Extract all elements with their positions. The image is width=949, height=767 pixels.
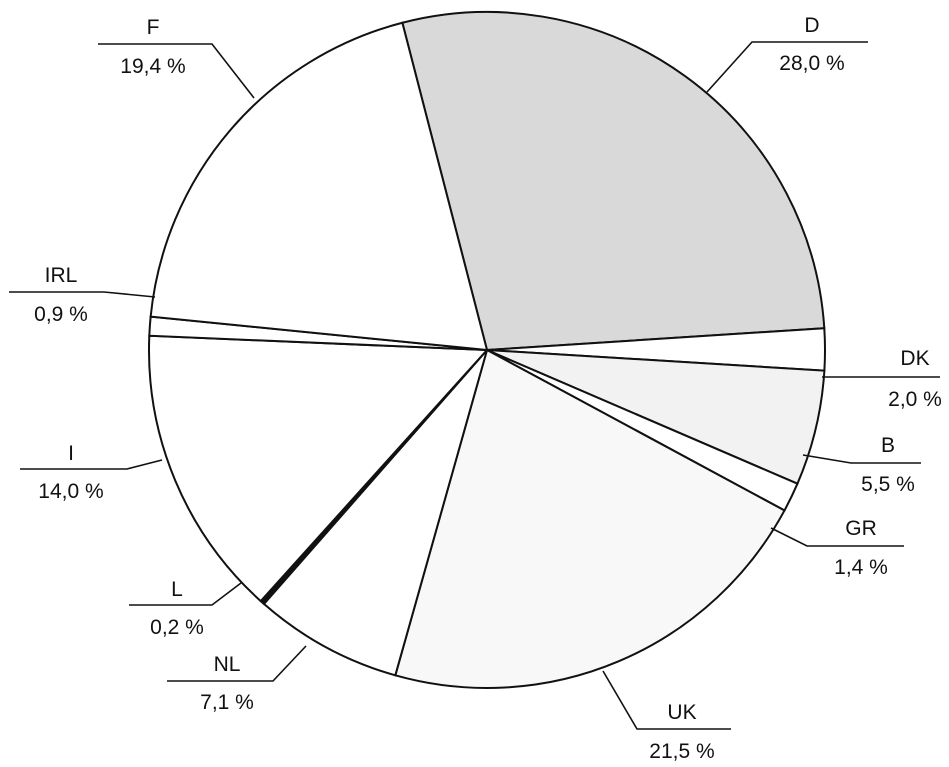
- leader-line-i: [20, 459, 163, 470]
- leader-line-nl: [167, 645, 307, 682]
- leader-line-uk: [602, 670, 731, 730]
- slice-label-irl: IRL: [45, 264, 78, 287]
- slice-value-b: 5,5 %: [861, 473, 915, 496]
- leader-line-b: [802, 454, 921, 464]
- pie-slice-d: [401, 11, 826, 352]
- leader-lines: [9, 41, 940, 730]
- slice-label-f: F: [147, 16, 160, 39]
- slice-value-uk: 21,5 %: [649, 740, 714, 763]
- slice-label-gr: GR: [845, 517, 877, 540]
- slice-labels: D 28,0 % DK 2,0 % B 5,5 % GR 1,4 % UK 21,5 % NL 7,1…: [34, 14, 942, 763]
- leader-line-gr: [770, 527, 904, 547]
- slice-label-nl: NL: [214, 653, 241, 676]
- pie-slice-nl: [262, 349, 488, 677]
- slice-label-dk: DK: [900, 347, 929, 370]
- leader-line-l: [129, 582, 242, 606]
- pie-slice-f: [149, 21, 489, 352]
- pie-slice-uk: [394, 348, 786, 690]
- leader-line-irl: [9, 291, 156, 298]
- slice-value-irl: 0,9 %: [34, 303, 88, 326]
- slice-label-b: B: [881, 434, 895, 457]
- slice-label-uk: UK: [667, 701, 696, 724]
- slice-value-f: 19,4 %: [120, 55, 185, 78]
- slice-value-l: 0,2 %: [150, 616, 204, 639]
- pie-slices: [147, 11, 827, 690]
- slice-value-dk: 2,0 %: [888, 388, 942, 411]
- slice-label-l: L: [171, 578, 183, 601]
- slice-value-nl: 7,1 %: [200, 691, 254, 714]
- leader-line-f: [98, 43, 255, 99]
- slice-value-gr: 1,4 %: [834, 556, 888, 579]
- slice-label-d: D: [804, 14, 819, 37]
- slice-label-i: I: [68, 442, 74, 465]
- slice-value-d: 28,0 %: [779, 52, 844, 75]
- pie-slice-i: [147, 334, 490, 603]
- leader-line-d: [706, 41, 868, 93]
- slice-value-i: 14,0 %: [38, 480, 103, 503]
